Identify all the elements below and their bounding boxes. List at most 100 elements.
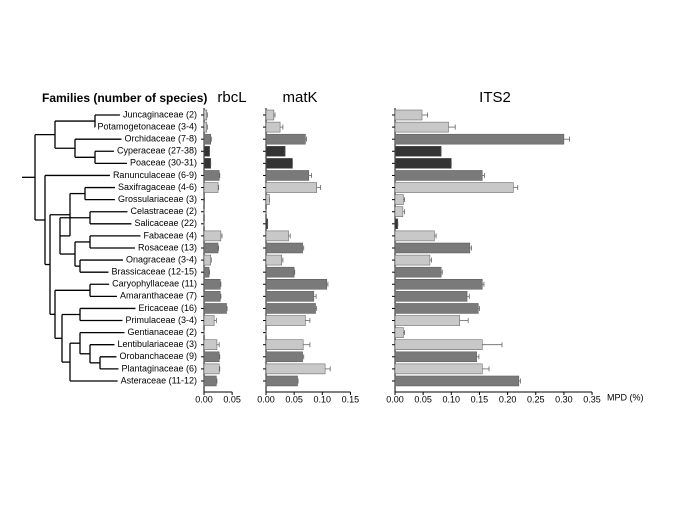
family-label: Fabaceae (4) [143, 230, 197, 240]
bar [394, 254, 431, 266]
panel-title: matK [282, 89, 317, 106]
bar [265, 121, 281, 133]
bar [265, 133, 306, 145]
bar [203, 146, 210, 157]
x-tick-label: 0.15 [471, 394, 489, 404]
family-label: Cyperaceae (27-38) [117, 146, 197, 156]
bar [265, 170, 310, 181]
bar [394, 158, 452, 169]
bar [394, 206, 404, 217]
bar [203, 230, 222, 242]
bar [265, 303, 316, 314]
bar [265, 254, 283, 266]
bar [265, 363, 326, 375]
bar [394, 194, 404, 205]
bar [265, 182, 317, 193]
bar [203, 182, 219, 193]
bar [394, 327, 404, 338]
bar [203, 158, 212, 169]
bar [394, 170, 483, 181]
family-label: Primulaceae (3-4) [125, 315, 197, 325]
family-label: Saxifragaceae (4-6) [118, 182, 197, 192]
family-label: Brassicaceae (12-15) [111, 267, 197, 277]
bar [265, 315, 306, 326]
x-tick-label: 0.30 [555, 394, 573, 404]
bar [203, 315, 215, 326]
bar [203, 279, 221, 290]
x-tick-label: 0.10 [443, 394, 461, 404]
panel-title: rbcL [217, 89, 246, 106]
bar [394, 266, 442, 278]
family-label: Potamogetonaceae (3-4) [97, 121, 197, 131]
family-label: Onagraceae (3-4) [126, 254, 197, 264]
family-label: Asteraceae (11-12) [121, 375, 197, 385]
bar [394, 339, 483, 350]
bar [203, 242, 219, 254]
chart-title: Families (number of species) [42, 91, 207, 105]
x-tick-label: 0.05 [414, 394, 432, 404]
bar [394, 109, 423, 121]
bar [265, 242, 303, 254]
bar [394, 363, 483, 375]
bar [265, 146, 286, 157]
family-label: Gentianaceae (2) [127, 327, 197, 337]
bar [394, 218, 399, 230]
bar [203, 363, 220, 375]
x-tick-label: 0.00 [195, 394, 213, 404]
family-label: Lentibulariaceae (3) [117, 339, 197, 349]
x-tick-label: 0.15 [342, 394, 360, 404]
family-label: Rosaceae (13) [138, 242, 197, 252]
bar [203, 375, 217, 387]
bar [394, 315, 460, 326]
bar [394, 242, 471, 254]
family-label: Juncaginaceae (2) [123, 109, 197, 119]
bar [265, 194, 270, 205]
bar [203, 351, 220, 363]
bar [203, 291, 221, 302]
family-label: Amaranthaceae (7) [120, 291, 197, 301]
bar [394, 133, 565, 145]
bar [203, 303, 227, 314]
bar [394, 121, 449, 133]
bar [265, 339, 304, 350]
bar [394, 279, 483, 290]
bar [265, 230, 289, 242]
bar [203, 254, 212, 266]
panel-title: ITS2 [479, 89, 511, 106]
family-label: Ranunculaceae (6-9) [113, 170, 197, 180]
family-label: Grossulariaceae (3) [118, 194, 197, 204]
x-axis-label: MPD (%) [607, 392, 644, 402]
bar [394, 182, 514, 193]
family-label: Caryophyllaceae (11) [112, 279, 197, 289]
bar [203, 133, 212, 145]
family-label: Ericaceae (16) [138, 303, 197, 313]
x-tick-label: 0.10 [314, 394, 332, 404]
bar [394, 351, 477, 363]
x-tick-label: 0.25 [527, 394, 545, 404]
bar [203, 266, 210, 278]
family-label: Salicaceae (22) [134, 218, 197, 228]
bar [265, 109, 275, 121]
family-label: Poaceae (30-31) [130, 158, 197, 168]
x-tick-label: 0.05 [285, 394, 303, 404]
bar [203, 121, 208, 133]
x-tick-label: 0.35 [583, 394, 601, 404]
family-label: Plantaginaceae (6) [121, 363, 197, 373]
x-tick-label: 0.05 [223, 394, 241, 404]
bar [203, 339, 218, 350]
bar [265, 351, 303, 363]
bar [394, 146, 442, 157]
bar [203, 170, 220, 181]
family-label: Orchidaceae (7-8) [124, 134, 197, 144]
bar [265, 375, 298, 387]
x-tick-label: 0.00 [386, 394, 404, 404]
bar [394, 230, 435, 242]
bar [394, 303, 479, 314]
bar [265, 279, 328, 290]
family-label: Orobanchaceae (9) [119, 351, 197, 361]
bar [394, 291, 468, 302]
bar [203, 109, 208, 121]
family-label: Celastraceae (2) [130, 206, 197, 216]
bar [265, 158, 293, 169]
